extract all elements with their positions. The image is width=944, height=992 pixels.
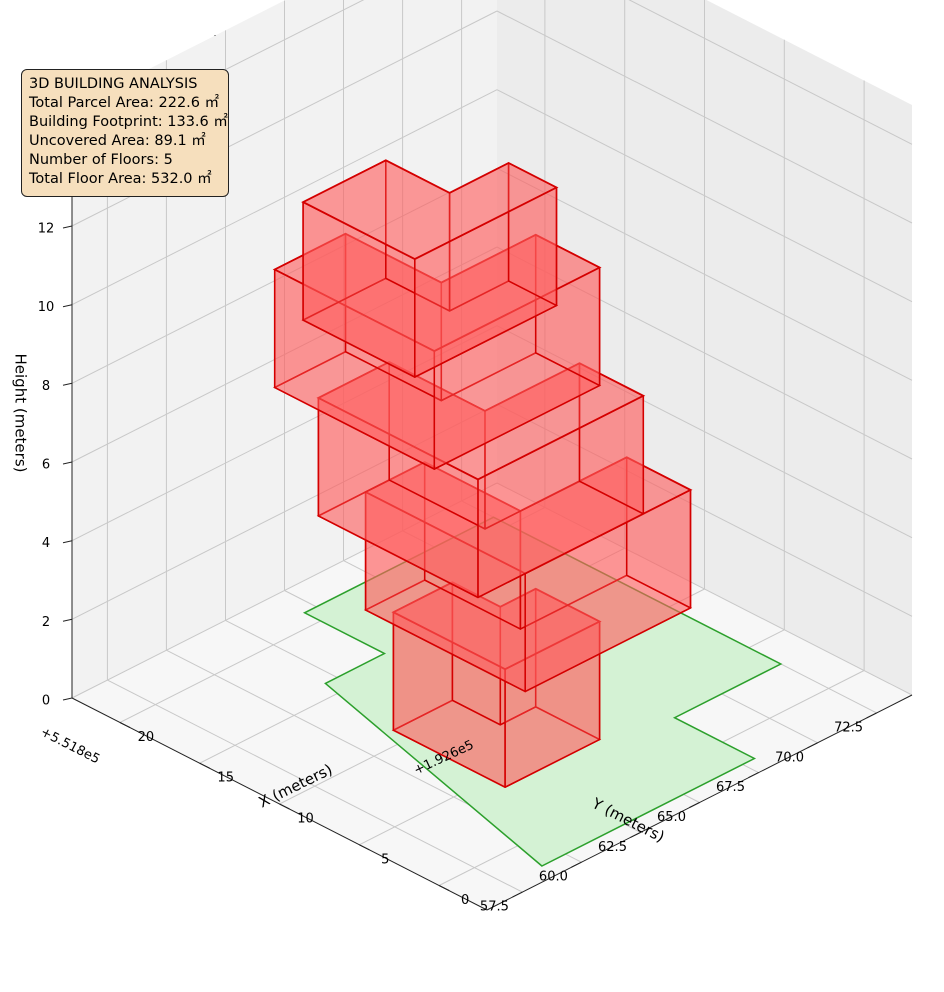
floor-top-face xyxy=(272,232,602,353)
y-tick-label: 62.5 xyxy=(598,840,627,855)
info-line-parcel-area: Total Parcel Area: 222.6 ㎡ xyxy=(29,95,220,111)
z-tick-label: 6 xyxy=(42,458,50,473)
grid-z-left xyxy=(71,325,498,542)
y-tick xyxy=(630,831,641,838)
floor-top-face xyxy=(391,581,602,671)
z-tick-label: 4 xyxy=(42,536,50,551)
info-heading: 3D BUILDING ANALYSIS xyxy=(29,76,198,92)
z-tick xyxy=(62,225,73,229)
grid-z-left xyxy=(71,89,498,306)
z-tick xyxy=(62,618,73,622)
info-line-uncovered: Uncovered Area: 89.1 ㎡ xyxy=(29,133,206,149)
parcel-platform xyxy=(302,516,783,867)
grid-z-left xyxy=(71,482,498,699)
grid-z-right xyxy=(496,167,913,381)
y-tick xyxy=(689,802,700,808)
info-line-footprint: Building Footprint: 133.6 ㎡ xyxy=(29,114,228,130)
x-tick-label: 5 xyxy=(381,852,389,867)
x-tick xyxy=(199,762,210,769)
y-tick xyxy=(571,861,582,868)
grid-z-left xyxy=(71,246,498,463)
z-tick xyxy=(62,461,73,465)
grid-z-right xyxy=(496,403,913,617)
grid-z-right xyxy=(496,246,913,460)
y-tick-label: 60.0 xyxy=(539,870,568,885)
z-axis-label: Height (meters) xyxy=(12,354,30,473)
z-tick-label: 12 xyxy=(38,222,55,237)
y-offset-text: +5.518e5 xyxy=(38,725,102,768)
analysis-info-box: 3D BUILDING ANALYSIS Total Parcel Area: … xyxy=(21,69,229,197)
grid-z-right xyxy=(628,0,913,145)
building-volume xyxy=(272,159,783,867)
x-tick xyxy=(279,803,290,810)
y-tick-label: 65.0 xyxy=(657,810,686,825)
x-tick xyxy=(119,722,131,728)
y-tick xyxy=(748,772,759,779)
y-tick xyxy=(807,742,818,749)
z-tick-label: 10 xyxy=(38,300,55,315)
z-tick xyxy=(62,697,73,701)
info-line-floors: Number of Floors: 5 xyxy=(29,152,173,168)
x-tick-label: 0 xyxy=(461,893,469,908)
info-line-floor-area: Total Floor Area: 532.0 ㎡ xyxy=(29,171,212,187)
z-tick-label: 0 xyxy=(42,694,50,709)
z-tick-label: 2 xyxy=(42,615,50,630)
y-tick xyxy=(512,891,523,898)
y-tick-label: 57.5 xyxy=(480,900,509,915)
floor-volume xyxy=(272,232,602,470)
floor-volume xyxy=(301,159,559,378)
floor-top-face xyxy=(316,360,646,481)
grid-z-left xyxy=(71,403,498,620)
floor-volume xyxy=(363,456,693,693)
grid-z-right xyxy=(496,10,913,224)
x-tick xyxy=(359,844,370,851)
x-tick-label: 10 xyxy=(297,812,314,827)
grid-y-floor xyxy=(107,679,523,893)
y-tick xyxy=(866,712,877,719)
y-tick-label: 67.5 xyxy=(716,780,745,795)
y-tick-label: 72.5 xyxy=(834,720,863,735)
z-tick xyxy=(62,540,73,544)
floor-top-face xyxy=(301,159,559,261)
x-tick-label: 15 xyxy=(217,771,234,786)
z-tick xyxy=(62,382,73,386)
grid-z-right xyxy=(496,89,913,303)
y-tick-label: 70.0 xyxy=(775,750,804,765)
axis-lines xyxy=(62,108,913,911)
grid-z-left xyxy=(71,167,498,384)
grid-z-right xyxy=(496,325,913,539)
z-tick xyxy=(62,304,73,308)
floor-volume xyxy=(316,360,646,599)
z-tick-label: 8 xyxy=(42,379,50,394)
x-tick xyxy=(438,885,450,891)
grid-z-right xyxy=(496,482,913,696)
x-tick-label: 20 xyxy=(138,730,155,745)
